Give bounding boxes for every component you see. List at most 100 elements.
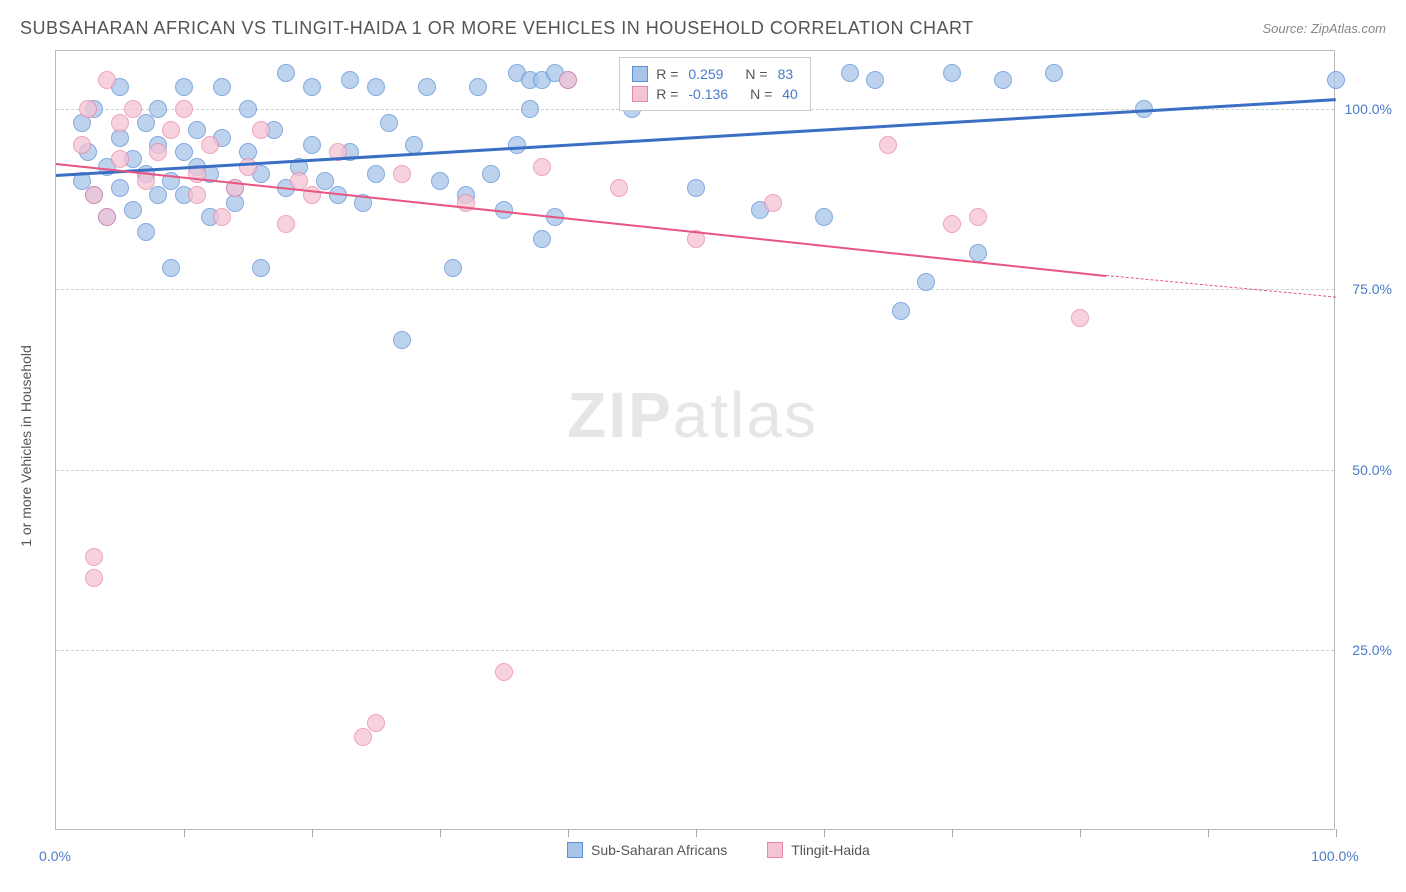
xtick bbox=[1080, 829, 1081, 837]
legend-n-label: N = bbox=[750, 86, 772, 102]
scatter-point bbox=[277, 215, 295, 233]
scatter-point bbox=[469, 78, 487, 96]
legend-r-value: -0.136 bbox=[688, 86, 728, 102]
scatter-point bbox=[213, 78, 231, 96]
scatter-point bbox=[444, 259, 462, 277]
xtick bbox=[440, 829, 441, 837]
scatter-point bbox=[85, 186, 103, 204]
legend-n-label: N = bbox=[745, 66, 767, 82]
xtick bbox=[1208, 829, 1209, 837]
scatter-point bbox=[380, 114, 398, 132]
chart-container: SUBSAHARAN AFRICAN VS TLINGIT-HAIDA 1 OR… bbox=[0, 0, 1406, 892]
scatter-point bbox=[892, 302, 910, 320]
scatter-point bbox=[162, 121, 180, 139]
legend-r-value: 0.259 bbox=[688, 66, 723, 82]
scatter-point bbox=[687, 179, 705, 197]
scatter-point bbox=[137, 114, 155, 132]
scatter-point bbox=[79, 100, 97, 118]
stats-legend: R = 0.259 N = 83 R = -0.136 N = 40 bbox=[619, 57, 811, 111]
scatter-point bbox=[277, 64, 295, 82]
scatter-point bbox=[943, 64, 961, 82]
legend-swatch bbox=[567, 842, 583, 858]
scatter-point bbox=[866, 71, 884, 89]
scatter-point bbox=[431, 172, 449, 190]
bottom-legend-label: Tlingit-Haida bbox=[791, 842, 870, 858]
scatter-point bbox=[610, 179, 628, 197]
source-label: Source: ZipAtlas.com bbox=[1262, 21, 1386, 36]
watermark-part2: atlas bbox=[673, 379, 818, 451]
scatter-point bbox=[162, 259, 180, 277]
xtick bbox=[312, 829, 313, 837]
xtick bbox=[184, 829, 185, 837]
scatter-point bbox=[943, 215, 961, 233]
scatter-point bbox=[533, 230, 551, 248]
ytick-label: 50.0% bbox=[1352, 462, 1392, 478]
scatter-point bbox=[994, 71, 1012, 89]
scatter-point bbox=[252, 259, 270, 277]
xtick bbox=[696, 829, 697, 837]
bottom-legend: Sub-Saharan Africans Tlingit-Haida bbox=[567, 842, 870, 858]
scatter-point bbox=[98, 208, 116, 226]
scatter-point bbox=[354, 728, 372, 746]
scatter-point bbox=[175, 143, 193, 161]
scatter-point bbox=[533, 158, 551, 176]
gridline bbox=[56, 289, 1334, 290]
bottom-legend-item: Sub-Saharan Africans bbox=[567, 842, 727, 858]
scatter-point bbox=[137, 223, 155, 241]
scatter-point bbox=[521, 100, 539, 118]
scatter-point bbox=[559, 71, 577, 89]
scatter-point bbox=[124, 201, 142, 219]
xtick-label: 100.0% bbox=[1311, 848, 1358, 864]
scatter-point bbox=[341, 71, 359, 89]
plot-area: ZIPatlas 25.0%50.0%75.0%100.0%R = 0.259N… bbox=[55, 50, 1335, 830]
scatter-point bbox=[149, 143, 167, 161]
bottom-legend-label: Sub-Saharan Africans bbox=[591, 842, 727, 858]
watermark: ZIPatlas bbox=[567, 378, 818, 452]
scatter-point bbox=[969, 244, 987, 262]
scatter-point bbox=[367, 165, 385, 183]
scatter-point bbox=[482, 165, 500, 183]
ytick-label: 75.0% bbox=[1352, 281, 1392, 297]
gridline bbox=[56, 650, 1334, 651]
xtick-label: 0.0% bbox=[39, 848, 71, 864]
scatter-point bbox=[188, 121, 206, 139]
y-axis-label: 1 or more Vehicles in Household bbox=[18, 345, 34, 547]
scatter-point bbox=[124, 100, 142, 118]
scatter-point bbox=[815, 208, 833, 226]
scatter-point bbox=[917, 273, 935, 291]
xtick bbox=[568, 829, 569, 837]
scatter-point bbox=[764, 194, 782, 212]
scatter-point bbox=[367, 714, 385, 732]
scatter-point bbox=[405, 136, 423, 154]
scatter-point bbox=[85, 569, 103, 587]
legend-n-value: 40 bbox=[782, 86, 798, 102]
scatter-point bbox=[213, 208, 231, 226]
scatter-point bbox=[367, 78, 385, 96]
scatter-point bbox=[841, 64, 859, 82]
xtick bbox=[1336, 829, 1337, 837]
scatter-point bbox=[111, 114, 129, 132]
legend-swatch bbox=[632, 86, 648, 102]
bottom-legend-item: Tlingit-Haida bbox=[767, 842, 870, 858]
stats-legend-row: R = -0.136 N = 40 bbox=[632, 84, 798, 104]
legend-r-label: R = bbox=[656, 86, 678, 102]
scatter-point bbox=[111, 150, 129, 168]
scatter-point bbox=[879, 136, 897, 154]
scatter-point bbox=[175, 100, 193, 118]
scatter-point bbox=[73, 136, 91, 154]
stats-legend-row: R = 0.259N = 83 bbox=[632, 64, 798, 84]
legend-swatch bbox=[632, 66, 648, 82]
scatter-point bbox=[495, 663, 513, 681]
scatter-point bbox=[418, 78, 436, 96]
scatter-point bbox=[1045, 64, 1063, 82]
scatter-point bbox=[175, 78, 193, 96]
scatter-point bbox=[111, 179, 129, 197]
scatter-point bbox=[149, 100, 167, 118]
scatter-point bbox=[149, 186, 167, 204]
legend-n-value: 83 bbox=[778, 66, 794, 82]
scatter-point bbox=[1071, 309, 1089, 327]
chart-title: SUBSAHARAN AFRICAN VS TLINGIT-HAIDA 1 OR… bbox=[20, 18, 974, 39]
scatter-point bbox=[239, 158, 257, 176]
scatter-point bbox=[98, 71, 116, 89]
scatter-point bbox=[393, 165, 411, 183]
